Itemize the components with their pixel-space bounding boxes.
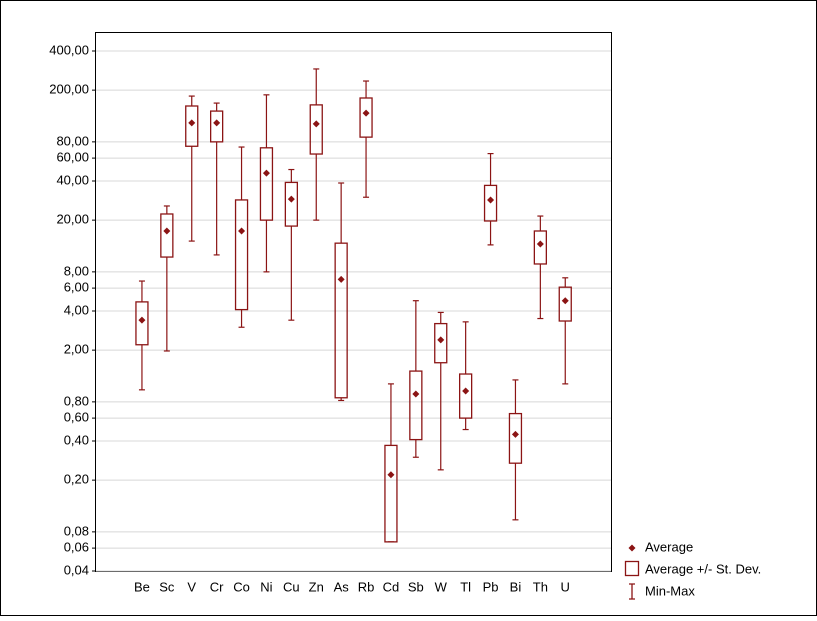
y-tick-label: 40,00 bbox=[56, 172, 89, 187]
sd-box bbox=[508, 412, 523, 464]
legend-mean-icon bbox=[628, 544, 636, 552]
sd-box bbox=[558, 286, 572, 322]
y-tick-label: 0,06 bbox=[64, 540, 89, 555]
y-tick-label: 4,00 bbox=[64, 302, 89, 317]
x-tick-label: Zn bbox=[309, 579, 324, 594]
mean-marker bbox=[238, 227, 246, 235]
x-tick-label: Tl bbox=[460, 579, 471, 594]
y-tick-label: 8,00 bbox=[64, 263, 89, 278]
mean-marker bbox=[287, 195, 295, 203]
y-tick-label: 0,80 bbox=[64, 393, 89, 408]
x-tick-label: Rb bbox=[358, 579, 375, 594]
y-tick-label: 0,60 bbox=[64, 410, 89, 425]
x-tick-label: Sc bbox=[159, 579, 175, 594]
mean-marker bbox=[337, 275, 345, 283]
sd-box bbox=[309, 104, 323, 155]
x-tick-label: Sb bbox=[408, 579, 424, 594]
x-tick-label: Cd bbox=[383, 579, 400, 594]
sd-box bbox=[533, 230, 547, 265]
legend-label: Average +/- St. Dev. bbox=[645, 561, 761, 576]
x-tick-label: Co bbox=[233, 579, 250, 594]
x-tick-label: Cu bbox=[283, 579, 300, 594]
mean-marker bbox=[462, 387, 470, 395]
mean-marker bbox=[188, 119, 196, 127]
sd-box bbox=[135, 301, 149, 346]
y-tick-label: 200,00 bbox=[49, 82, 89, 97]
legend-box-icon bbox=[624, 560, 640, 577]
sd-box bbox=[234, 199, 249, 311]
sd-box bbox=[284, 181, 299, 227]
legend-whisker-icon bbox=[629, 583, 635, 600]
sd-box bbox=[160, 213, 174, 258]
x-tick-label: W bbox=[435, 579, 448, 594]
x-tick-label: V bbox=[187, 579, 196, 594]
y-tick-label: 60,00 bbox=[56, 150, 89, 165]
sd-box bbox=[483, 184, 498, 222]
mean-marker bbox=[412, 390, 420, 398]
x-tick-label: Be bbox=[134, 579, 150, 594]
mean-marker bbox=[487, 196, 495, 204]
x-tick-label: Ni bbox=[260, 579, 272, 594]
legend-label: Average bbox=[645, 539, 693, 554]
sd-box bbox=[359, 97, 373, 138]
x-tick-label: Th bbox=[533, 579, 548, 594]
y-tick-label: 400,00 bbox=[49, 42, 89, 57]
y-tick-label: 2,00 bbox=[64, 342, 89, 357]
mean-marker bbox=[163, 227, 171, 235]
sd-box bbox=[458, 373, 473, 419]
mean-marker bbox=[536, 240, 544, 248]
mean-marker bbox=[387, 471, 395, 479]
y-tick-label: 0,04 bbox=[64, 562, 89, 577]
sd-box bbox=[409, 370, 423, 441]
y-tick-label: 80,00 bbox=[56, 133, 89, 148]
sd-box bbox=[384, 444, 398, 543]
mean-marker bbox=[213, 119, 221, 127]
x-tick-label: Pb bbox=[483, 579, 499, 594]
y-tick-label: 6,00 bbox=[64, 280, 89, 295]
y-tick-label: 0,20 bbox=[64, 472, 89, 487]
x-tick-label: Cr bbox=[210, 579, 224, 594]
sd-box bbox=[334, 242, 348, 399]
mean-marker bbox=[511, 430, 519, 438]
mean-marker bbox=[262, 169, 270, 177]
mean-marker bbox=[138, 316, 146, 324]
y-tick-label: 0,40 bbox=[64, 432, 89, 447]
legend-label: Min-Max bbox=[645, 583, 695, 598]
mean-marker bbox=[437, 336, 445, 344]
y-tick-label: 0,08 bbox=[64, 523, 89, 538]
x-tick-label: As bbox=[334, 579, 350, 594]
sd-box bbox=[185, 105, 199, 147]
x-tick-label: U bbox=[561, 579, 570, 594]
sd-box bbox=[209, 110, 224, 143]
mean-marker bbox=[312, 120, 320, 128]
mean-marker bbox=[561, 297, 569, 305]
sd-box bbox=[434, 322, 448, 364]
mean-marker bbox=[362, 109, 370, 117]
sd-box bbox=[259, 147, 274, 221]
y-tick-label: 20,00 bbox=[56, 212, 89, 227]
x-tick-label: Bi bbox=[510, 579, 522, 594]
